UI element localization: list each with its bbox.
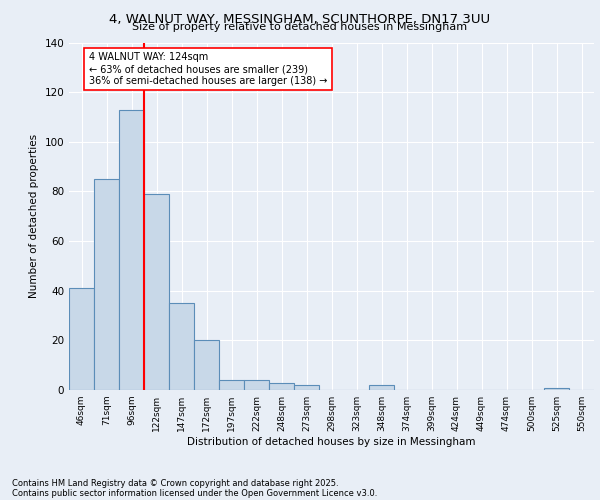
Bar	[194, 340, 219, 390]
Y-axis label: Number of detached properties: Number of detached properties	[29, 134, 39, 298]
Bar	[69, 288, 94, 390]
Bar	[94, 179, 119, 390]
Bar	[119, 110, 144, 390]
Bar	[244, 380, 269, 390]
Bar	[219, 380, 244, 390]
Text: Size of property relative to detached houses in Messingham: Size of property relative to detached ho…	[133, 22, 467, 32]
Bar	[369, 385, 394, 390]
Text: Contains HM Land Registry data © Crown copyright and database right 2025.: Contains HM Land Registry data © Crown c…	[12, 478, 338, 488]
Bar	[269, 382, 294, 390]
Bar	[294, 385, 319, 390]
Text: Contains public sector information licensed under the Open Government Licence v3: Contains public sector information licen…	[12, 488, 377, 498]
Text: 4, WALNUT WAY, MESSINGHAM, SCUNTHORPE, DN17 3UU: 4, WALNUT WAY, MESSINGHAM, SCUNTHORPE, D…	[109, 12, 491, 26]
Bar	[544, 388, 569, 390]
Bar	[144, 194, 169, 390]
X-axis label: Distribution of detached houses by size in Messingham: Distribution of detached houses by size …	[187, 437, 476, 447]
Bar	[169, 303, 194, 390]
Text: 4 WALNUT WAY: 124sqm
← 63% of detached houses are smaller (239)
36% of semi-deta: 4 WALNUT WAY: 124sqm ← 63% of detached h…	[89, 52, 328, 86]
